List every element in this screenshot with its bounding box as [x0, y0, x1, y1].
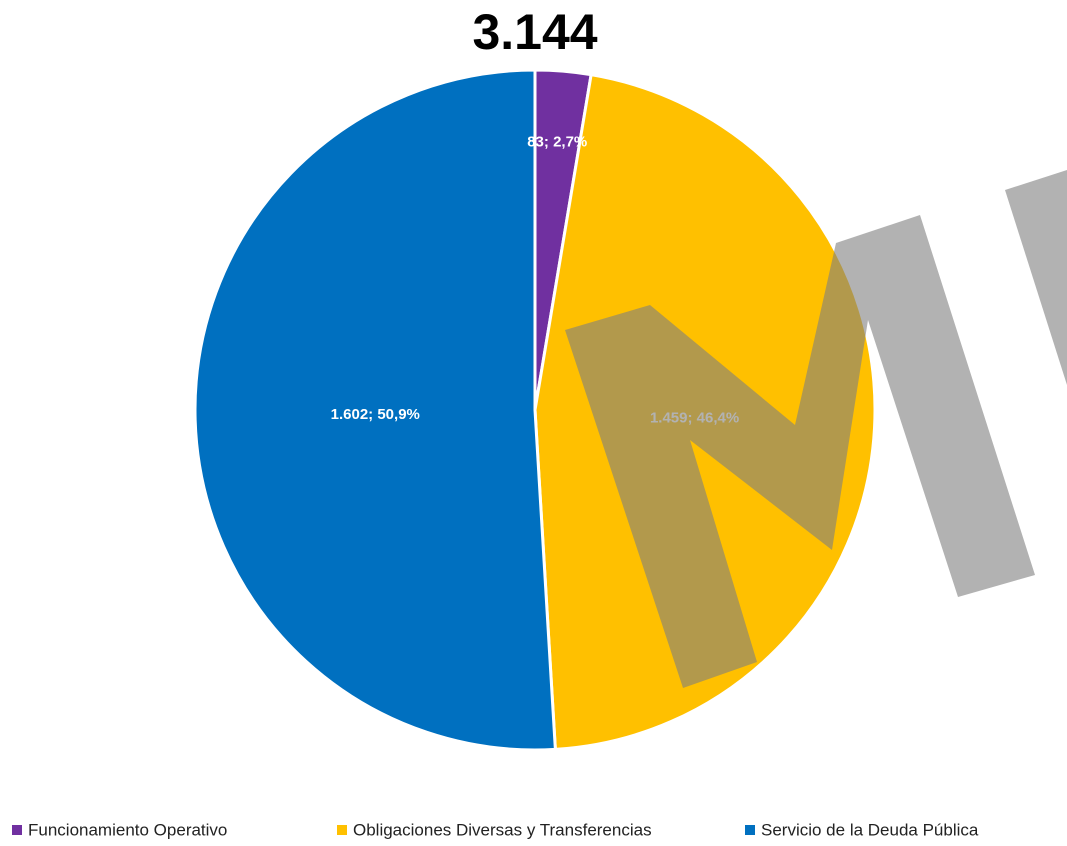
slice-label: 1.602; 50,9%: [331, 406, 420, 423]
legend-swatch: [12, 825, 22, 835]
watermark: [565, 170, 1067, 688]
legend-label: Funcionamiento Operativo: [28, 820, 227, 839]
watermark-shape: [1005, 170, 1067, 385]
legend: Funcionamiento Operativo Obligaciones Div…: [12, 820, 979, 839]
legend-swatch: [745, 825, 755, 835]
legend-label: Obligaciones Diversas y Transferencias: [353, 820, 652, 839]
chart-title: 3.144: [472, 4, 597, 60]
pie-slice: [193, 68, 557, 752]
watermark-shape: [565, 215, 1035, 688]
legend-label: Servicio de la Deuda Pública: [761, 820, 979, 839]
slice-label: 83; 2,7%: [527, 133, 587, 150]
legend-swatch: [337, 825, 347, 835]
